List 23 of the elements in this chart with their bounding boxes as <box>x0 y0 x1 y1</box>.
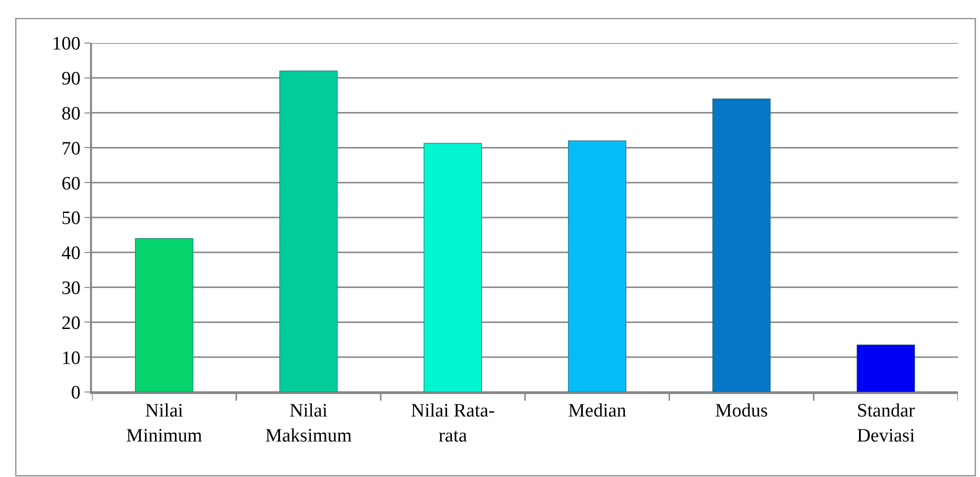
y-tick-label: 90 <box>61 68 80 90</box>
y-tick-label: 80 <box>61 103 80 124</box>
x-tick-label: Standar Deviasi <box>856 400 916 446</box>
bar <box>135 238 194 392</box>
bar <box>424 142 482 392</box>
y-tick-label: 70 <box>61 138 80 160</box>
y-tick-label: 0 <box>70 382 80 404</box>
y-tick-label: 40 <box>61 243 80 264</box>
bar <box>279 70 338 392</box>
y-tick-label: 20 <box>61 312 80 334</box>
bar <box>856 344 915 392</box>
bar <box>568 140 626 392</box>
bar <box>712 98 771 392</box>
x-tick-label: Nilai Minimum <box>126 400 202 446</box>
y-tick-label: 10 <box>61 348 80 369</box>
y-tick-label: 100 <box>52 34 80 55</box>
x-tick-label: Median <box>568 400 627 422</box>
x-tick-label: Modus <box>715 400 768 422</box>
x-tick-label: Nilai Rata-rata <box>410 400 495 446</box>
y-tick-label: 50 <box>61 208 80 230</box>
x-tick-label: Nilai Maksimum <box>265 400 352 446</box>
y-tick-label: 60 <box>61 173 80 194</box>
y-tick-label: 30 <box>61 278 80 299</box>
